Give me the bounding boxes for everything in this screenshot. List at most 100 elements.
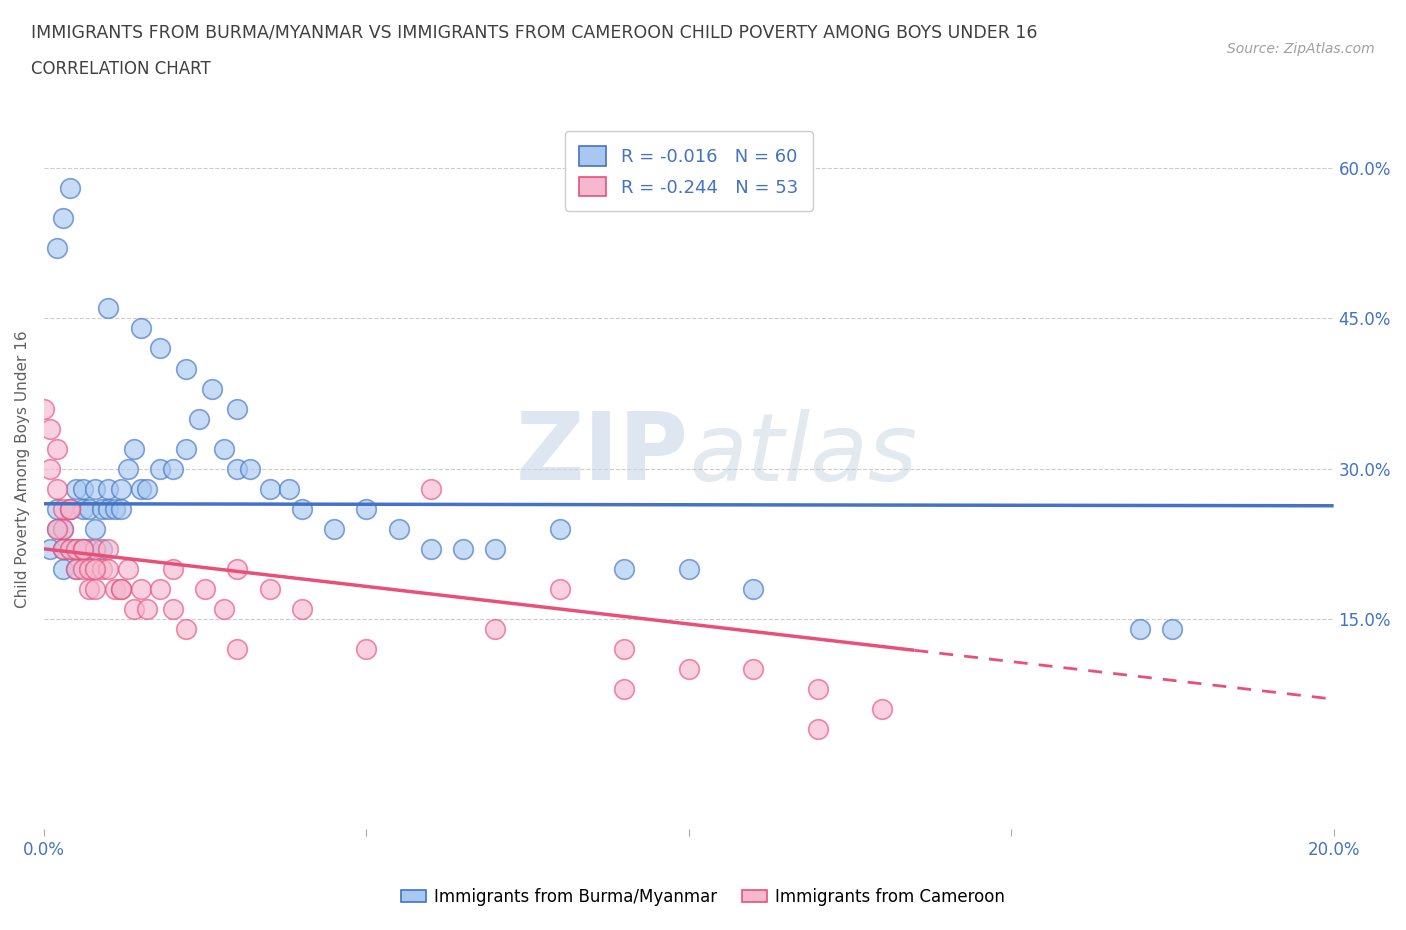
Point xyxy=(84,581,107,596)
Point xyxy=(52,501,75,516)
Point xyxy=(59,541,82,556)
Point xyxy=(52,211,75,226)
Point xyxy=(72,541,94,556)
Point xyxy=(84,541,107,556)
Point xyxy=(129,482,152,497)
Point xyxy=(226,642,249,657)
Point xyxy=(110,501,132,516)
Point xyxy=(97,501,120,516)
Point xyxy=(870,702,893,717)
Point xyxy=(110,581,132,596)
Point xyxy=(226,562,249,577)
Point xyxy=(72,501,94,516)
Point xyxy=(259,482,281,497)
Point xyxy=(174,621,197,636)
Point xyxy=(278,482,301,497)
Point xyxy=(149,581,172,596)
Point xyxy=(45,522,67,537)
Point xyxy=(84,562,107,577)
Point xyxy=(77,501,100,516)
Point xyxy=(52,541,75,556)
Point xyxy=(59,501,82,516)
Point xyxy=(117,562,139,577)
Point xyxy=(84,482,107,497)
Point xyxy=(484,541,506,556)
Point xyxy=(149,341,172,356)
Point xyxy=(807,682,830,697)
Point xyxy=(45,441,67,456)
Point xyxy=(97,301,120,316)
Point xyxy=(72,541,94,556)
Point xyxy=(356,642,378,657)
Point xyxy=(162,602,184,617)
Point xyxy=(194,581,217,596)
Point xyxy=(1129,621,1152,636)
Point xyxy=(45,522,67,537)
Point xyxy=(77,581,100,596)
Point xyxy=(117,461,139,476)
Point xyxy=(72,482,94,497)
Y-axis label: Child Poverty Among Boys Under 16: Child Poverty Among Boys Under 16 xyxy=(15,330,30,607)
Text: atlas: atlas xyxy=(689,409,917,499)
Point xyxy=(323,522,346,537)
Point xyxy=(90,501,112,516)
Point xyxy=(613,642,636,657)
Legend: Immigrants from Burma/Myanmar, Immigrants from Cameroon: Immigrants from Burma/Myanmar, Immigrant… xyxy=(394,881,1012,912)
Point xyxy=(65,562,87,577)
Point xyxy=(84,522,107,537)
Point xyxy=(214,441,236,456)
Point xyxy=(52,562,75,577)
Point xyxy=(259,581,281,596)
Point xyxy=(451,541,474,556)
Point xyxy=(52,541,75,556)
Point xyxy=(419,482,441,497)
Point xyxy=(39,541,62,556)
Point xyxy=(226,401,249,416)
Point xyxy=(226,461,249,476)
Point xyxy=(72,562,94,577)
Point xyxy=(32,401,55,416)
Point xyxy=(484,621,506,636)
Point xyxy=(59,180,82,195)
Point xyxy=(387,522,409,537)
Point xyxy=(174,361,197,376)
Point xyxy=(239,461,262,476)
Point xyxy=(807,722,830,737)
Point xyxy=(45,501,67,516)
Point xyxy=(97,541,120,556)
Point xyxy=(97,562,120,577)
Point xyxy=(548,522,571,537)
Point xyxy=(104,581,127,596)
Point xyxy=(65,541,87,556)
Point xyxy=(613,682,636,697)
Point xyxy=(59,541,82,556)
Point xyxy=(678,562,700,577)
Point xyxy=(59,501,82,516)
Point xyxy=(52,522,75,537)
Point xyxy=(149,461,172,476)
Legend: R = -0.016   N = 60, R = -0.244   N = 53: R = -0.016 N = 60, R = -0.244 N = 53 xyxy=(565,131,813,211)
Point xyxy=(110,482,132,497)
Point xyxy=(104,501,127,516)
Point xyxy=(65,562,87,577)
Point xyxy=(77,562,100,577)
Point xyxy=(136,602,159,617)
Point xyxy=(39,421,62,436)
Point xyxy=(72,541,94,556)
Point xyxy=(45,482,67,497)
Point xyxy=(162,461,184,476)
Point xyxy=(110,581,132,596)
Point xyxy=(187,411,209,426)
Point xyxy=(97,482,120,497)
Text: IMMIGRANTS FROM BURMA/MYANMAR VS IMMIGRANTS FROM CAMEROON CHILD POVERTY AMONG BO: IMMIGRANTS FROM BURMA/MYANMAR VS IMMIGRA… xyxy=(31,23,1038,41)
Point xyxy=(122,441,145,456)
Point xyxy=(678,661,700,676)
Point xyxy=(90,562,112,577)
Point xyxy=(548,581,571,596)
Point xyxy=(419,541,441,556)
Point xyxy=(129,321,152,336)
Point xyxy=(65,541,87,556)
Point xyxy=(613,562,636,577)
Text: ZIP: ZIP xyxy=(516,408,689,500)
Point xyxy=(77,541,100,556)
